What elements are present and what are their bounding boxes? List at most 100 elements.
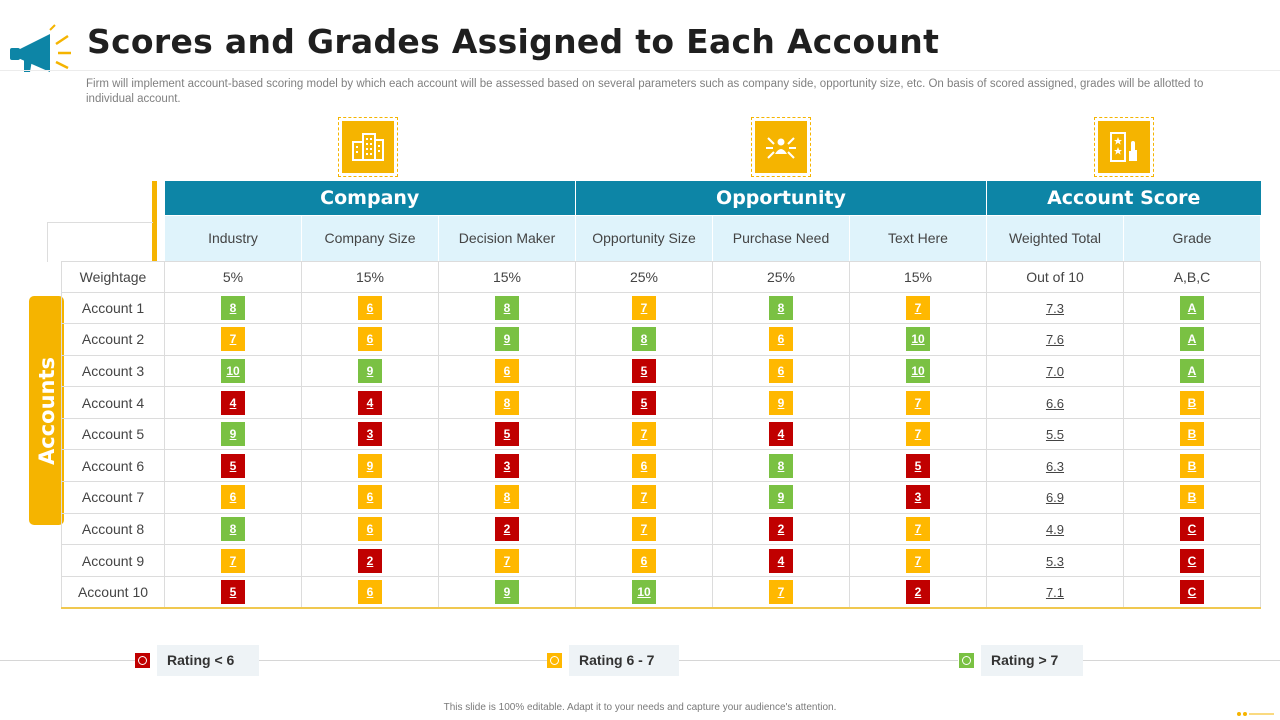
account-label: Account 1 [61, 291, 165, 325]
score-chip: 8 [632, 327, 656, 352]
score-cell: 7 [164, 544, 302, 577]
score-chip: 10 [632, 579, 656, 604]
score-chip: 8 [221, 516, 245, 541]
score-chip: 5 [221, 453, 245, 478]
table-row: Account 4 4 4 8 5 9 7 6.6 B [61, 386, 1261, 419]
scorecard-icon [1110, 132, 1137, 162]
account-label: Account 2 [61, 323, 165, 356]
corner-decoration [1237, 712, 1274, 716]
weighted-total-cell: 7.6 [986, 323, 1124, 356]
grade-cell: B [1123, 481, 1261, 514]
weighted-total-cell: 7.3 [986, 291, 1124, 325]
score-chip: 6 [495, 358, 519, 383]
col-purchase-need: Purchase Need [712, 214, 850, 262]
score-chip: 7 [906, 295, 930, 320]
score-cell: 6 [301, 481, 439, 514]
score-cell: 8 [712, 449, 850, 483]
grade-cell: B [1123, 386, 1261, 419]
score-cell: 3 [849, 481, 987, 514]
score-chip: 7 [906, 390, 930, 415]
footer-note: This slide is 100% editable. Adapt it to… [443, 702, 837, 713]
score-cell: 9 [301, 449, 439, 483]
accounts-side-label: Accounts [29, 296, 64, 525]
score-chip: 8 [221, 295, 245, 320]
score-cell: 5 [575, 354, 713, 388]
weightage-cell: 25% [575, 260, 713, 293]
score-chip: 6 [358, 516, 382, 541]
weightage-cell: Out of 10 [986, 260, 1124, 293]
score-cell: 8 [575, 323, 713, 356]
score-cell: 10 [849, 354, 987, 388]
score-chip: 6 [358, 295, 382, 320]
score-cell: 8 [438, 386, 576, 419]
score-chip: 7 [906, 516, 930, 541]
score-cell: 6 [301, 323, 439, 356]
weighted-total-cell: 4.9 [986, 512, 1124, 546]
score-cell: 5 [849, 449, 987, 483]
score-cell: 9 [164, 417, 302, 451]
score-chip: 7 [632, 485, 656, 510]
score-chip: 3 [358, 422, 382, 447]
table-row: Account 9 7 2 7 6 4 7 5.3 C [61, 544, 1261, 577]
score-chip: 6 [358, 485, 382, 510]
score-chip: 7 [632, 295, 656, 320]
weighted-total-cell: 6.9 [986, 481, 1124, 514]
weighted-total-cell: 7.0 [986, 354, 1124, 388]
account-label: Account 8 [61, 512, 165, 546]
col-industry: Industry [164, 214, 302, 262]
connector-line [47, 222, 48, 262]
legend-yellow: Rating 6 - 7 [547, 645, 680, 676]
score-chip: 4 [769, 548, 793, 573]
score-cell: 7 [438, 544, 576, 577]
legend-yellow-swatch [547, 653, 562, 668]
legend-line [257, 660, 547, 661]
accounts-label-text: Accounts [34, 356, 59, 465]
score-cell: 3 [438, 449, 576, 483]
account-label: Account 6 [61, 449, 165, 483]
score-cell: 6 [164, 481, 302, 514]
score-cell: 8 [712, 291, 850, 325]
opportunity-category-icon [751, 117, 811, 177]
weighted-total-value: 5.5 [1045, 427, 1065, 443]
megaphone-icon [10, 24, 71, 72]
score-chip: 9 [769, 485, 793, 510]
score-cell: 7 [849, 544, 987, 577]
grade-cell: A [1123, 354, 1261, 388]
score-cell: 6 [438, 354, 576, 388]
score-cell: 2 [712, 512, 850, 546]
score-cell: 5 [438, 417, 576, 451]
score-cell: 8 [164, 512, 302, 546]
score-cell: 4 [712, 544, 850, 577]
grade-chip: B [1180, 453, 1204, 478]
score-cell: 9 [438, 323, 576, 356]
score-chip: 5 [221, 579, 245, 604]
weighted-total-value: 6.3 [1045, 458, 1065, 474]
score-chip: 9 [769, 390, 793, 415]
score-chip: 8 [495, 295, 519, 320]
table-row: Account 6 5 9 3 6 8 5 6.3 B [61, 449, 1261, 483]
score-chip: 7 [221, 327, 245, 352]
grade-chip: B [1180, 390, 1204, 415]
page-subtitle: Firm will implement account-based scorin… [86, 78, 1204, 105]
score-cell: 7 [849, 512, 987, 546]
table-column-header: Industry Company Size Decision Maker Opp… [61, 214, 1261, 262]
grade-cell: B [1123, 449, 1261, 483]
score-cell: 8 [438, 291, 576, 325]
building-icon [352, 133, 384, 161]
grade-chip: B [1180, 485, 1204, 510]
weighted-total-value: 7.3 [1045, 300, 1065, 316]
score-chip: 9 [358, 453, 382, 478]
table-row: Account 1 8 6 8 7 8 7 7.3 A [61, 291, 1261, 325]
score-chip: 2 [769, 516, 793, 541]
table-row: Account 10 5 6 9 10 7 2 7.1 C [61, 575, 1261, 609]
table-group-header: Company Opportunity Account Score [62, 181, 1261, 215]
grade-cell: C [1123, 575, 1261, 609]
score-chip: 7 [906, 422, 930, 447]
score-chip: 3 [495, 453, 519, 478]
score-cell: 3 [301, 417, 439, 451]
legend-green: Rating > 7 [959, 645, 1084, 676]
scores-table: Company Opportunity Account Score Indust… [61, 181, 1261, 609]
weighted-total-cell: 6.3 [986, 449, 1124, 483]
score-chip: 4 [769, 422, 793, 447]
score-chip: 6 [358, 579, 382, 604]
